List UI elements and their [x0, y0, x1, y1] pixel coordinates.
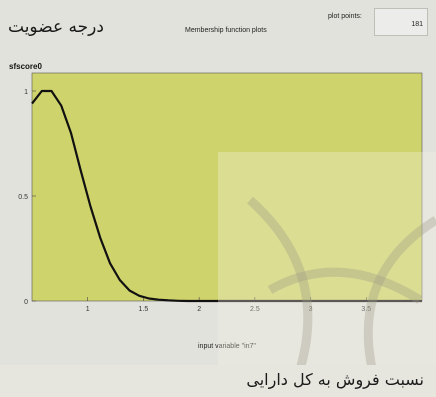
plot-area: [31, 72, 423, 302]
chart-svg: sfscore0 1 0.5 0 1 1.5 2 2.5 3 3.5: [9, 62, 423, 313]
y-tick-label: 0.5: [18, 194, 28, 201]
bottom-band: [0, 365, 436, 397]
x-tick-label: 2: [197, 306, 201, 313]
y-tick-label: 1: [24, 89, 28, 96]
x-tick-label: 1.5: [139, 306, 149, 313]
x-axis-caption: نسبت فروش به کل دارایی: [246, 370, 424, 389]
plot-points-label: plot points:: [328, 13, 362, 20]
x-tick-label: 3: [309, 306, 313, 313]
plot-points-input[interactable]: 181: [374, 8, 428, 36]
x-tick-label: 1: [86, 306, 90, 313]
x-tick-label: 2.5: [250, 306, 260, 313]
membership-curve[interactable]: [31, 89, 422, 303]
membership-function-plot[interactable]: sfscore0 1 0.5 0 1 1.5 2 2.5 3 3.5: [7, 45, 432, 340]
y-tick-label: 0: [24, 299, 28, 306]
y-axis-caption: درجه عضویت: [8, 17, 104, 37]
watermark-ornament: [247, 196, 436, 397]
window-title: Membership function plots: [185, 27, 267, 34]
x-tick-label: 3.5: [361, 306, 371, 313]
series-label: sfscore0: [9, 62, 42, 71]
x-axis-label: input variable "in7": [198, 343, 256, 350]
watermark-overlay: [218, 152, 436, 397]
